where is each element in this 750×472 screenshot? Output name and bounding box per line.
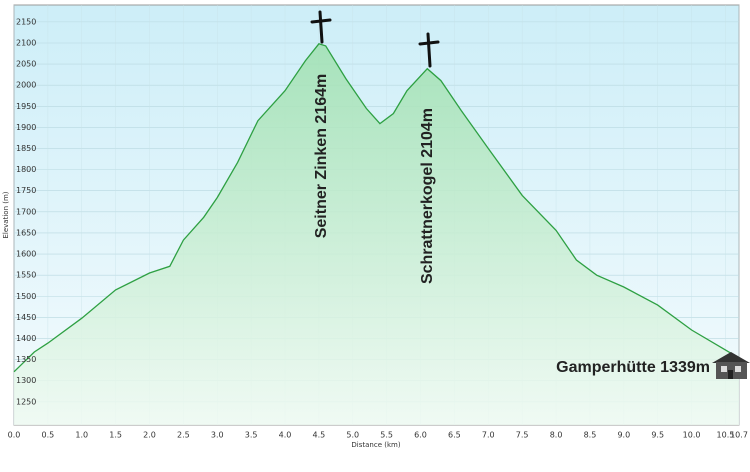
y-tick-label: 2050	[16, 60, 36, 69]
x-tick-label: 2.5	[177, 431, 190, 440]
y-axis-label: Elevation (m)	[2, 191, 10, 238]
y-tick-label: 1350	[16, 355, 36, 364]
x-tick-label: 9.0	[617, 431, 630, 440]
elevation-line	[13, 43, 740, 373]
y-tick-label: 1450	[16, 313, 36, 322]
x-tick-label: 3.5	[245, 431, 258, 440]
y-tick-label: 1500	[16, 292, 36, 301]
y-tick-label: 1400	[16, 334, 36, 343]
y-tick-label: 2100	[16, 38, 36, 47]
y-tick-label: 1650	[16, 228, 36, 237]
y-tick-label: 1600	[16, 250, 36, 259]
y-tick-label: 1850	[16, 144, 36, 153]
x-tick-label: 4.5	[313, 431, 326, 440]
x-tick-label: 6.5	[448, 431, 461, 440]
y-tick-label: 1900	[16, 123, 36, 132]
y-tick-label: 1250	[16, 397, 36, 406]
x-tick-label: 10.0	[683, 431, 701, 440]
annotation: Schrattnerkogel 2104m	[419, 108, 436, 284]
x-tick-label: 5.0	[346, 431, 359, 440]
summit-cross	[310, 10, 440, 68]
x-tick-label: 7.0	[482, 431, 495, 440]
x-axis-label: Distance (km)	[351, 441, 400, 449]
x-tick-label: 10.7	[730, 431, 748, 440]
x-tick-label: 0.5	[42, 431, 55, 440]
x-tick-label: 6.0	[414, 431, 427, 440]
x-tick-label: 8.0	[550, 431, 563, 440]
x-tick-label: 0.0	[8, 431, 21, 440]
x-tick-label: 2.0	[143, 431, 156, 440]
x-tick-label: 3.0	[211, 431, 224, 440]
hut-icon	[712, 352, 750, 379]
x-tick-label: 7.5	[516, 431, 529, 440]
annotation: Gamperhütte 1339m	[556, 359, 710, 376]
y-tick-label: 2150	[16, 17, 36, 26]
x-tick-label: 10.5	[717, 431, 735, 440]
y-tick-label: 1800	[16, 165, 36, 174]
x-tick-label: 1.0	[75, 431, 88, 440]
annotation: Seitner Zinken 2164m	[313, 74, 330, 239]
x-tick-label: 8.5	[584, 431, 597, 440]
x-tick-label: 5.5	[380, 431, 393, 440]
x-tick-label: 1.5	[109, 431, 122, 440]
y-tick-label: 1700	[16, 207, 36, 216]
y-tick-label: 1300	[16, 376, 36, 385]
x-tick-label: 9.5	[651, 431, 664, 440]
y-tick-label: 2000	[16, 81, 36, 90]
y-tick-label: 1550	[16, 271, 36, 280]
x-tick-label: 4.0	[279, 431, 292, 440]
area-fill	[14, 43, 739, 426]
y-tick-label: 1750	[16, 186, 36, 195]
y-tick-label: 1950	[16, 102, 36, 111]
